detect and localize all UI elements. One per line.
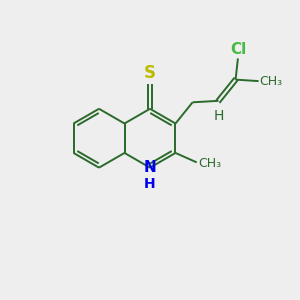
Text: Cl: Cl bbox=[230, 42, 246, 57]
Text: H: H bbox=[144, 177, 156, 191]
Text: H: H bbox=[214, 109, 224, 123]
Text: N: N bbox=[144, 160, 156, 175]
Text: CH₃: CH₃ bbox=[198, 157, 221, 170]
Text: S: S bbox=[144, 64, 156, 82]
Text: CH₃: CH₃ bbox=[260, 75, 283, 88]
